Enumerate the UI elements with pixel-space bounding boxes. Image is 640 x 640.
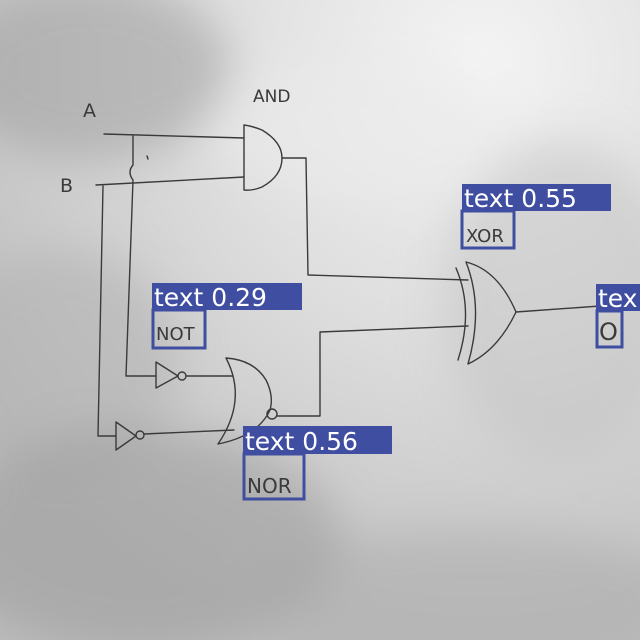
nor-gate-label: NOR <box>247 474 292 498</box>
input-a-label: A <box>83 100 96 122</box>
detection-output-box <box>595 309 624 349</box>
detection-not-label: text 0.29 <box>154 283 267 312</box>
input-b-label: B <box>60 175 73 197</box>
output-label: O <box>599 318 618 346</box>
wire-nor-to-xor <box>276 325 469 417</box>
detection-xor-tag <box>462 184 611 211</box>
not-gate-label: NOT <box>156 324 196 345</box>
detection-output-tag <box>596 284 640 311</box>
detection-nor-label: text 0.56 <box>245 427 358 456</box>
wire-b <box>95 176 245 186</box>
detection-not-box <box>151 308 207 350</box>
wire-a <box>103 133 245 139</box>
ink-mark <box>146 155 149 160</box>
wire-not2-to-nor <box>143 429 235 435</box>
detection-not-tag <box>152 283 302 310</box>
detection-output: tex <box>595 284 640 349</box>
xor-gate-back-curve <box>455 267 467 361</box>
not-gate-2-symbol <box>115 421 137 451</box>
detection-nor-box <box>242 452 306 501</box>
detection-xor-box <box>460 209 516 250</box>
circuit-ink <box>95 124 601 451</box>
detection-xor-label: text 0.55 <box>464 184 577 213</box>
wire-output <box>515 305 601 313</box>
and-gate-label: AND <box>253 87 290 107</box>
detection-not: text 0.29 <box>151 283 302 350</box>
xor-gate-label: XOR <box>466 226 504 247</box>
not-gate-2-bubble <box>135 430 145 440</box>
detection-output-label: tex <box>598 284 638 313</box>
detection-xor: text 0.55 <box>460 184 611 250</box>
not-gate-1-symbol <box>155 361 179 389</box>
wire-and-to-xor <box>281 157 469 281</box>
wire-b-tap <box>97 185 117 437</box>
detection-nor: text 0.56 <box>242 426 392 501</box>
detection-nor-tag <box>243 426 392 454</box>
wire-a-tap <box>125 135 157 377</box>
nor-gate-bubble <box>266 408 278 420</box>
